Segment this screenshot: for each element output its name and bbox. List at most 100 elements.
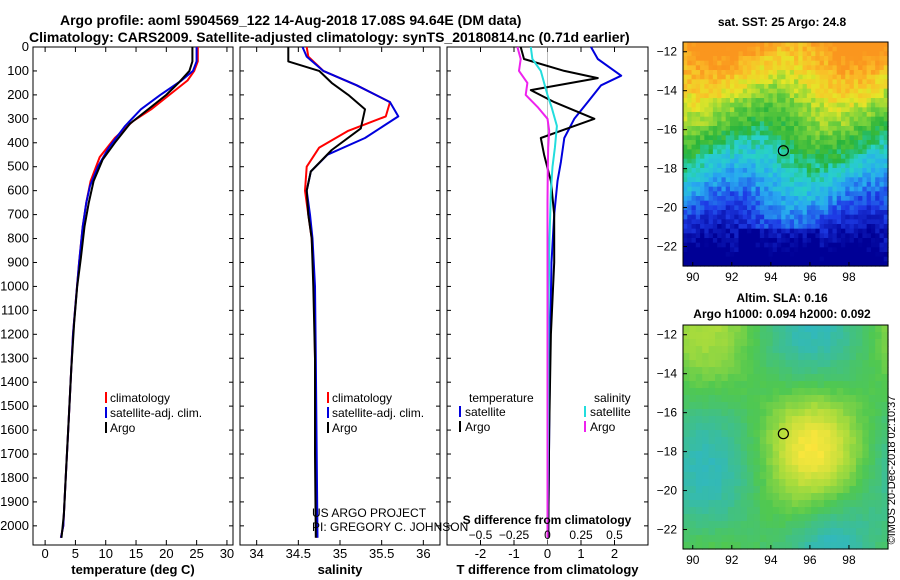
- map-x-tick-label: 90: [686, 553, 700, 567]
- annotation-project: US ARGO PROJECT: [312, 506, 427, 520]
- map-x-tick-label: 94: [764, 270, 778, 284]
- map-y-tick-label: −14: [657, 367, 678, 381]
- legend-diff-t-heading: temperature: [469, 391, 534, 405]
- map-x-tick-label: 94: [764, 553, 778, 567]
- y-tick-label: 1100: [1, 302, 29, 317]
- map-y-tick-label: −22: [657, 523, 678, 537]
- x-tick-label-salinity: 35.5: [369, 546, 394, 561]
- y-tick-label: 300: [7, 111, 29, 126]
- argo-position-marker: [777, 428, 789, 440]
- legend-diff-s-argo: Argo: [590, 420, 616, 434]
- y-tick-label: 0: [22, 39, 29, 54]
- y-tick-label: 800: [7, 231, 29, 246]
- series-line-t-argo: [519, 46, 599, 538]
- panel-frame-temperature: [32, 46, 234, 546]
- x-axis-label-difference: T difference from climatology: [456, 562, 639, 577]
- map-x-tick-label: 98: [842, 553, 856, 567]
- map-x-tick-label: 92: [725, 553, 739, 567]
- legend-salinity-text: satellite-adj. clim.: [332, 406, 424, 420]
- legend-temperature-text: satellite-adj. clim.: [110, 406, 202, 420]
- y-tick-label: 1000: [0, 278, 29, 293]
- y-tick-label: 1800: [0, 470, 29, 485]
- x2-tick-label: 0.25: [569, 528, 593, 542]
- x-tick-label-temperature: 20: [159, 546, 173, 561]
- map-x-tick-label: 90: [686, 270, 700, 284]
- argo-position-marker: [777, 145, 789, 157]
- x2-axis-label: S difference from climatology: [463, 513, 632, 527]
- series-line-t-satellite: [547, 46, 623, 538]
- y-tick-label: 600: [7, 183, 29, 198]
- map-title-sst: sat. SST: 25 Argo: 24.8: [718, 15, 847, 29]
- map-subtitle-sla: Argo h1000: 0.094 h2000: 0.092: [693, 307, 871, 321]
- x2-tick-label: 0.5: [606, 528, 623, 542]
- x-tick-label-temperature: 30: [220, 546, 234, 561]
- y-tick-label: 500: [7, 159, 29, 174]
- x-tick-label-temperature: 0: [42, 546, 49, 561]
- x-axis-label-salinity: salinity: [318, 562, 364, 577]
- legend-diff-s-satellite: satellite: [590, 405, 631, 419]
- x-tick-label-temperature: 15: [129, 546, 143, 561]
- series-line-s-argo: [516, 46, 551, 538]
- x-tick-label-salinity: 36: [416, 546, 430, 561]
- y-tick-label: 100: [7, 63, 29, 78]
- x2-tick-label: −0.5: [469, 528, 493, 542]
- x-tick-label-salinity: 35: [333, 546, 347, 561]
- legend-salinity-text: Argo: [332, 421, 358, 435]
- y-tick-label: 1200: [0, 326, 29, 341]
- series-line-satellite-adj-clim-: [59, 47, 198, 538]
- legend-temperature-text: Argo: [110, 421, 136, 435]
- x-axis-label-temperature: temperature (deg C): [71, 562, 195, 577]
- x-tick-label-temperature: 25: [189, 546, 203, 561]
- x-tick-label-salinity: 34: [249, 546, 263, 561]
- x-tick-label-difference: -2: [475, 546, 487, 561]
- x-tick-label-salinity: 34.5: [286, 546, 311, 561]
- x-tick-label-difference: 2: [611, 546, 618, 561]
- map-x-tick-label: 96: [803, 270, 817, 284]
- x-tick-label-temperature: 10: [98, 546, 112, 561]
- y-tick-label: 900: [7, 254, 29, 269]
- map-group-sst_map: [683, 42, 889, 267]
- y-tick-label: 2000: [0, 518, 29, 533]
- map-y-tick-label: −18: [657, 162, 678, 176]
- annotation-pi: PI: GREGORY C. JOHNSON: [312, 520, 468, 534]
- map-y-tick-label: −16: [657, 123, 678, 137]
- series-line-argo: [60, 47, 194, 538]
- y-tick-label: 200: [7, 87, 29, 102]
- legend-diff-t-argo: Argo: [465, 420, 491, 434]
- map-group-sla_map: [683, 325, 889, 550]
- y-tick-label: 1700: [0, 446, 29, 461]
- y-tick-label: 1600: [0, 422, 29, 437]
- map-y-tick-label: −18: [657, 445, 678, 459]
- title-line-2: Climatology: CARS2009. Satellite-adjuste…: [29, 29, 630, 45]
- map-title-sla: Altim. SLA: 0.16: [736, 291, 828, 305]
- y-tick-label: 1300: [0, 350, 29, 365]
- legend-diff-t-satellite: satellite: [465, 405, 506, 419]
- map-y-tick-label: −12: [657, 45, 678, 59]
- map-y-tick-label: −22: [657, 240, 678, 254]
- map-frame-sla_map: [682, 324, 889, 550]
- series-line-satellite-adj-clim-: [301, 46, 400, 538]
- x-tick-label-difference: 1: [577, 546, 584, 561]
- map-frame-sst_map: [682, 41, 889, 267]
- panel-frame-salinity: [239, 46, 441, 546]
- legend-temperature-text: climatology: [110, 391, 170, 405]
- x2-tick-label: 0: [544, 528, 551, 542]
- legend-salinity-text: climatology: [332, 391, 392, 405]
- y-tick-label: 1900: [0, 494, 29, 509]
- map-x-tick-label: 98: [842, 270, 856, 284]
- y-tick-label: 1400: [0, 374, 29, 389]
- x-tick-label-difference: 0: [544, 546, 551, 561]
- map-x-tick-label: 96: [803, 553, 817, 567]
- series-line-s-satellite: [529, 46, 558, 538]
- title-line-1: Argo profile: aoml 5904569_122 14-Aug-20…: [60, 12, 522, 28]
- legend-diff-s-heading: salinity: [594, 391, 631, 405]
- footer-stamp: ©IMOS 20-Dec-2018 02:10:37: [886, 396, 898, 545]
- map-y-tick-label: −20: [657, 201, 678, 215]
- map-y-tick-label: −14: [657, 84, 678, 98]
- map-y-tick-label: −20: [657, 484, 678, 498]
- series-line-argo: [287, 47, 366, 538]
- map-x-tick-label: 92: [725, 270, 739, 284]
- y-tick-label: 400: [7, 135, 29, 150]
- x2-tick-label: −0.25: [499, 528, 530, 542]
